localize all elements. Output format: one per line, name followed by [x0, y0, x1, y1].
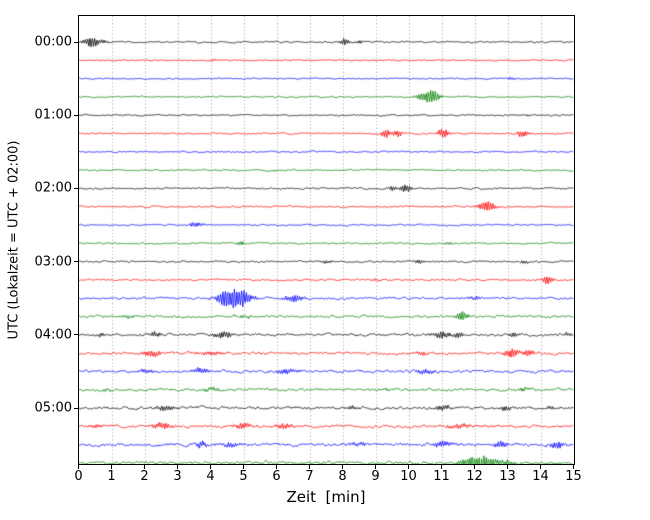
x-tick-mark: [408, 465, 409, 469]
x-tick-label: 3: [173, 469, 182, 484]
y-tick-label: 01:00: [34, 107, 72, 123]
x-tick-label: 2: [140, 469, 149, 484]
y-tick-mark: [74, 407, 78, 409]
x-tick-mark: [540, 465, 541, 469]
x-tick-mark: [375, 465, 376, 469]
x-tick-label: 12: [466, 469, 483, 484]
y-tick-label: 05:00: [34, 400, 72, 416]
seismic-trace-canvas: [79, 16, 574, 464]
x-tick-label: 15: [565, 469, 582, 484]
y-tick-mark: [74, 334, 78, 336]
x-axis-label: Zeit [min]: [286, 488, 366, 506]
x-tick-label: 6: [272, 469, 281, 484]
x-tick-mark: [474, 465, 475, 469]
x-tick-mark: [309, 465, 310, 469]
x-tick-mark: [78, 465, 79, 469]
x-tick-label: 4: [206, 469, 215, 484]
x-tick-mark: [507, 465, 508, 469]
x-tick-mark: [144, 465, 145, 469]
x-tick-label: 8: [338, 469, 347, 484]
x-tick-mark: [573, 465, 574, 469]
y-tick-mark: [74, 114, 78, 116]
y-tick-mark: [74, 187, 78, 189]
x-tick-mark: [210, 465, 211, 469]
y-axis-label: UTC (Lokalzeit = UTC + 02:00): [6, 140, 22, 340]
x-tick-mark: [441, 465, 442, 469]
x-tick-label: 13: [499, 469, 516, 484]
x-tick-label: 9: [371, 469, 380, 484]
x-tick-label: 5: [239, 469, 248, 484]
y-tick-label: 04:00: [34, 327, 72, 343]
x-tick-mark: [177, 465, 178, 469]
x-tick-mark: [276, 465, 277, 469]
x-tick-label: 10: [400, 469, 417, 484]
x-tick-label: 11: [433, 469, 450, 484]
y-tick-label: 02:00: [34, 180, 72, 196]
plot-area: [78, 15, 575, 465]
x-tick-label: 14: [532, 469, 549, 484]
x-tick-mark: [342, 465, 343, 469]
x-tick-mark: [243, 465, 244, 469]
y-tick-mark: [74, 41, 78, 43]
x-tick-label: 0: [74, 469, 83, 484]
y-tick-mark: [74, 261, 78, 263]
y-tick-label: 00:00: [34, 34, 72, 50]
x-tick-label: 7: [305, 469, 314, 484]
x-tick-mark: [111, 465, 112, 469]
y-tick-label: 03:00: [34, 254, 72, 270]
x-tick-label: 1: [107, 469, 116, 484]
